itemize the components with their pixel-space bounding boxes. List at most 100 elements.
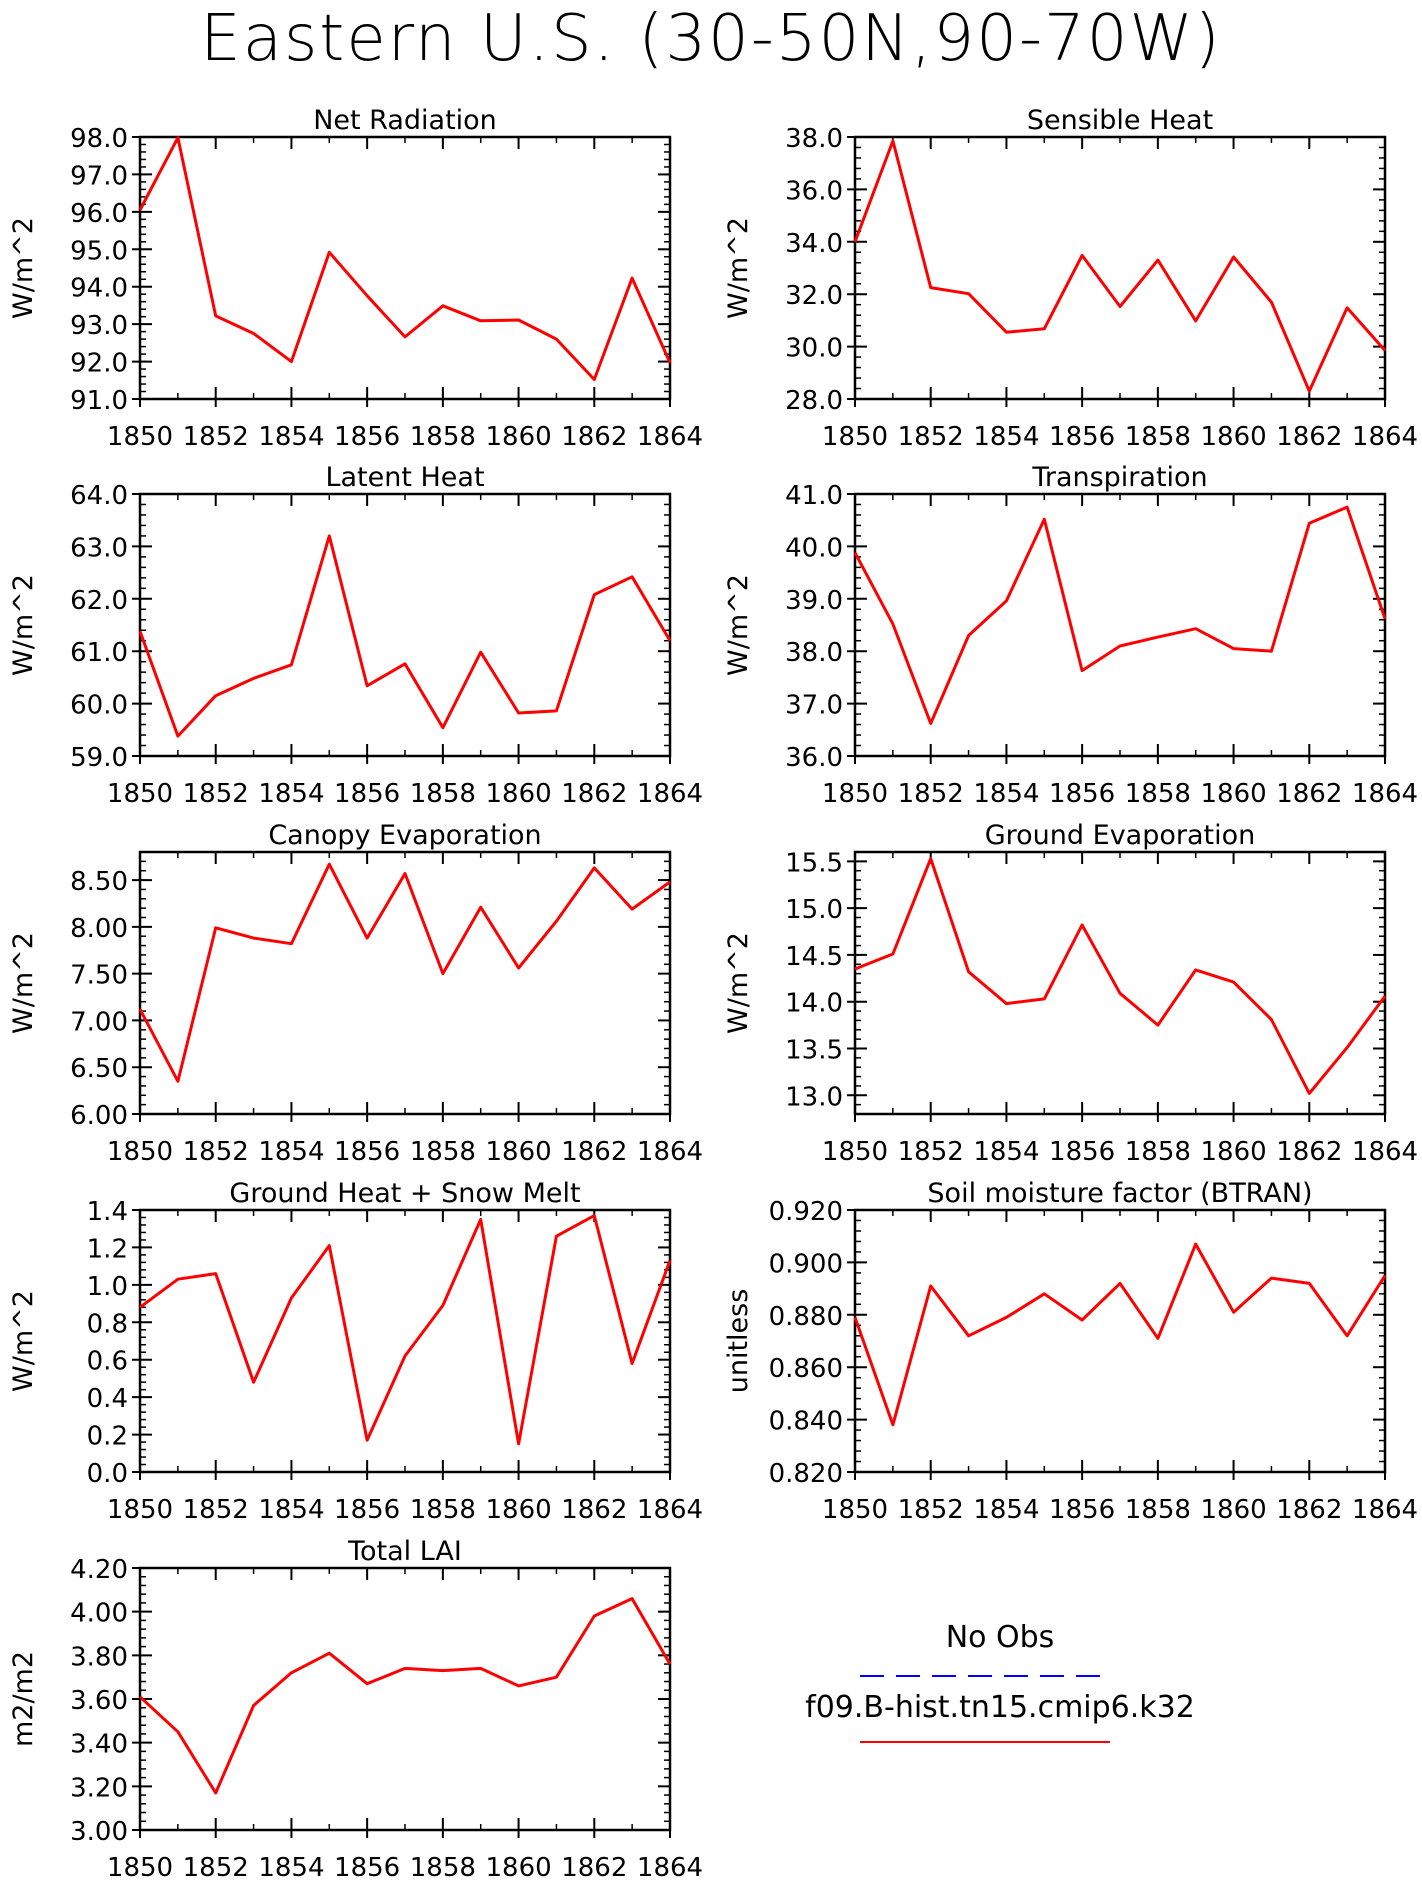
panel-3: 59.0 60.0 61.0 62.0 63.0 64.0 1850 1852 1854 1856… (8, 462, 703, 809)
series-line (854, 857, 1387, 1095)
x-tick-label: 1856 (334, 1853, 400, 1883)
y-tick-label: 3.60 (70, 1686, 128, 1716)
y-tick-label: 7.00 (70, 1007, 128, 1037)
x-tick-label: 1852 (183, 1137, 249, 1167)
y-tick-label: 39.0 (785, 586, 843, 616)
x-tick-label: 1864 (637, 1495, 703, 1525)
y-tick-label: 13.0 (785, 1082, 843, 1112)
panel-1: 91.0 92.0 93.0 94.0 95.0 96.0 97.0 98.0 1850 1852… (8, 105, 703, 452)
x-tick-label: 1850 (107, 1495, 173, 1525)
y-tick-label: 62.0 (70, 586, 128, 616)
y-tick-label: 63.0 (70, 533, 128, 563)
figure-title: Eastern U.S. (30-50N,90-70W) (200, 2, 1222, 76)
panel-7: 0.0 0.2 0.4 0.6 0.8 1.0 1.2 1.4 1850 1852 1854 1856… (8, 1178, 703, 1525)
plot-frame (138, 1208, 672, 1474)
y-tick-label: 8.00 (70, 914, 128, 944)
x-tick-label: 1864 (637, 1853, 703, 1883)
y-tick-label: 94.0 (70, 274, 128, 304)
x-tick-label: 1864 (637, 779, 703, 809)
y-tick-label: 0.880 (769, 1302, 843, 1332)
y-tick-label: 36.0 (785, 176, 843, 206)
x-tick-label: 1856 (334, 422, 400, 452)
y-tick-label: 4.00 (70, 1599, 128, 1629)
y-tick-label: 95.0 (70, 236, 128, 266)
y-axis-label: W/m^2 (8, 217, 39, 319)
x-tick-label: 1852 (898, 1137, 964, 1167)
series-line (138, 534, 672, 738)
panel-title: Ground Evaporation (985, 820, 1256, 851)
x-tick-label: 1852 (183, 422, 249, 452)
plot-frame (138, 492, 672, 758)
y-tick-label: 0.840 (769, 1407, 843, 1437)
y-axis-label: W/m^2 (8, 1290, 39, 1392)
x-tick-label: 1862 (1276, 779, 1342, 809)
y-tick-label: 38.0 (785, 124, 843, 154)
x-tick-label: 1850 (822, 779, 888, 809)
x-tick-label: 1862 (561, 1853, 627, 1883)
y-tick-label: 0.6 (87, 1347, 128, 1377)
plot-frame (138, 850, 672, 1116)
series-line (138, 136, 672, 381)
y-tick-label: 0.0 (87, 1459, 128, 1489)
panel-title: Sensible Heat (1027, 105, 1213, 136)
y-tick-label: 1.4 (87, 1197, 128, 1227)
x-tick-label: 1854 (973, 1495, 1039, 1525)
y-tick-label: 3.00 (70, 1817, 128, 1847)
x-tick-label: 1854 (258, 1853, 324, 1883)
x-tick-label: 1860 (485, 422, 551, 452)
x-tick-label: 1852 (898, 1495, 964, 1525)
x-tick-label: 1852 (898, 422, 964, 452)
y-tick-label: 98.0 (70, 124, 128, 154)
x-tick-label: 1854 (258, 779, 324, 809)
y-tick-label: 38.0 (785, 638, 843, 668)
x-tick-label: 1852 (898, 779, 964, 809)
y-tick-label: 0.2 (87, 1422, 128, 1452)
plot-frame (138, 135, 672, 401)
panel-title: Ground Heat + Snow Melt (229, 1178, 580, 1209)
x-tick-label: 1852 (183, 1495, 249, 1525)
x-tick-label: 1858 (1125, 1495, 1191, 1525)
x-tick-label: 1854 (258, 1495, 324, 1525)
y-tick-label: 7.50 (70, 961, 128, 991)
y-tick-label: 64.0 (70, 481, 128, 511)
x-tick-label: 1860 (1200, 1137, 1266, 1167)
x-tick-label: 1850 (822, 1137, 888, 1167)
y-tick-label: 40.0 (785, 533, 843, 563)
y-tick-label: 14.0 (785, 989, 843, 1019)
panel-title: Net Radiation (313, 105, 497, 136)
y-tick-label: 4.20 (70, 1555, 128, 1585)
x-tick-label: 1858 (1125, 779, 1191, 809)
plot-frame (138, 1566, 672, 1832)
y-tick-label: 14.5 (785, 942, 843, 972)
x-tick-label: 1858 (410, 1137, 476, 1167)
legend-model-line (860, 1741, 1110, 1743)
y-tick-label: 6.00 (70, 1101, 128, 1131)
y-tick-label: 15.5 (785, 848, 843, 878)
panel-8: 0.820 0.840 0.860 0.880 0.900 0.920 1850 1852 18… (723, 1178, 1418, 1525)
x-tick-label: 1862 (561, 1137, 627, 1167)
legend-obs-label: No Obs (945, 1620, 1055, 1655)
x-tick-label: 1850 (107, 779, 173, 809)
y-axis-label: W/m^2 (723, 932, 754, 1034)
x-tick-label: 1860 (1200, 779, 1266, 809)
x-tick-label: 1856 (1049, 422, 1115, 452)
y-tick-label: 93.0 (70, 311, 128, 341)
y-tick-label: 59.0 (70, 743, 128, 773)
series-line (138, 862, 671, 1083)
panel-title: Canopy Evaporation (268, 820, 541, 851)
y-tick-label: 37.0 (785, 691, 843, 721)
y-tick-label: 1.2 (87, 1234, 128, 1264)
y-tick-label: 92.0 (70, 349, 128, 379)
x-tick-label: 1864 (1352, 422, 1418, 452)
y-tick-label: 61.0 (70, 638, 128, 668)
x-tick-label: 1850 (822, 1495, 888, 1525)
y-tick-label: 6.50 (70, 1054, 128, 1084)
y-tick-label: 36.0 (785, 743, 843, 773)
y-tick-label: 8.50 (70, 867, 128, 897)
y-tick-label: 1.0 (87, 1272, 128, 1302)
x-tick-label: 1854 (258, 1137, 324, 1167)
y-tick-label: 97.0 (70, 161, 128, 191)
y-tick-label: 0.860 (769, 1354, 843, 1384)
y-tick-label: 91.0 (70, 386, 128, 416)
x-tick-label: 1864 (637, 1137, 703, 1167)
